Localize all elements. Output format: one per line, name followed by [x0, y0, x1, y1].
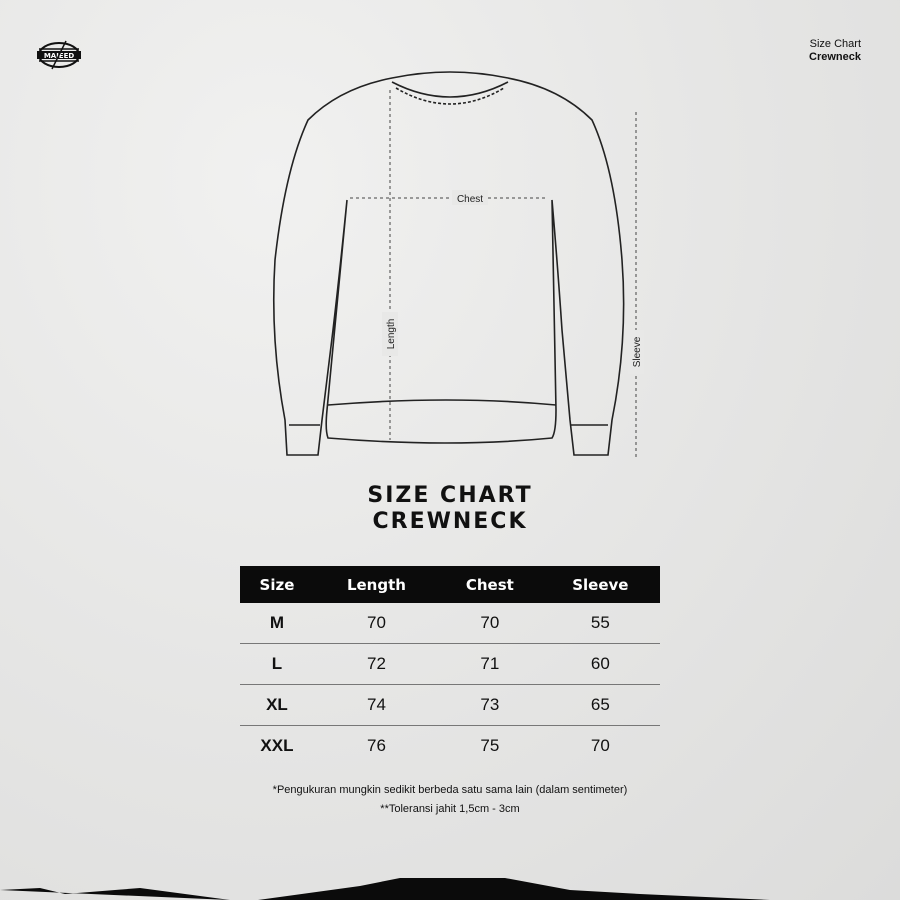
cell-chest: 70	[439, 603, 541, 644]
header-length: Length	[313, 566, 439, 603]
brand-logo: MAJEED	[37, 40, 81, 70]
header-size: Size	[240, 566, 314, 603]
cell-chest: 75	[480, 736, 500, 755]
table-header-row: Size Length Chest Sleeve	[240, 566, 660, 603]
sweater-outline	[272, 71, 625, 456]
size-table: Size Length Chest Sleeve M 70 70 55 L 72…	[240, 566, 660, 766]
cell-length: 74	[313, 684, 439, 726]
title-line1: SIZE CHART	[367, 483, 533, 508]
table-row: M 70 70 55	[240, 603, 660, 644]
page-header: Size Chart Crewneck	[809, 38, 861, 64]
table-row: XXL 76 75 70	[240, 726, 660, 767]
cell-size: M	[240, 603, 314, 644]
cell-length: 70	[313, 603, 439, 644]
cell-size: XXL	[260, 736, 294, 755]
header-line1: Size Chart	[809, 38, 861, 50]
cell-sleeve: 65	[540, 684, 660, 726]
page-title: SIZE CHART CREWNECK	[0, 483, 900, 535]
cell-chest: 73	[439, 684, 541, 726]
note-tolerance: **Toleransi jahit 1,5cm - 3cm	[380, 803, 520, 815]
cell-sleeve: 60	[540, 643, 660, 685]
torn-edge-decoration	[0, 878, 770, 900]
length-label: Length	[386, 319, 397, 350]
chest-label: Chest	[457, 194, 483, 205]
sleeve-label: Sleeve	[632, 336, 643, 367]
crewneck-diagram: Chest Length Sleeve	[272, 71, 644, 460]
cell-length: 72	[313, 643, 439, 685]
cell-size: L	[240, 643, 314, 685]
cell-length: 76	[366, 736, 386, 755]
cell-sleeve: 55	[540, 603, 660, 644]
table-row: L 72 71 60	[240, 643, 660, 685]
header-sleeve: Sleeve	[540, 566, 660, 603]
cell-chest: 71	[439, 643, 541, 685]
cell-size: XL	[240, 684, 314, 726]
header-chest: Chest	[439, 566, 541, 603]
cell-sleeve: 70	[590, 736, 610, 755]
table-row: XL 74 73 65	[240, 684, 660, 726]
note-measurement: *Pengukuran mungkin sedikit berbeda satu…	[272, 784, 628, 796]
header-line2: Crewneck	[809, 51, 861, 63]
title-line2: CREWNECK	[372, 509, 528, 534]
